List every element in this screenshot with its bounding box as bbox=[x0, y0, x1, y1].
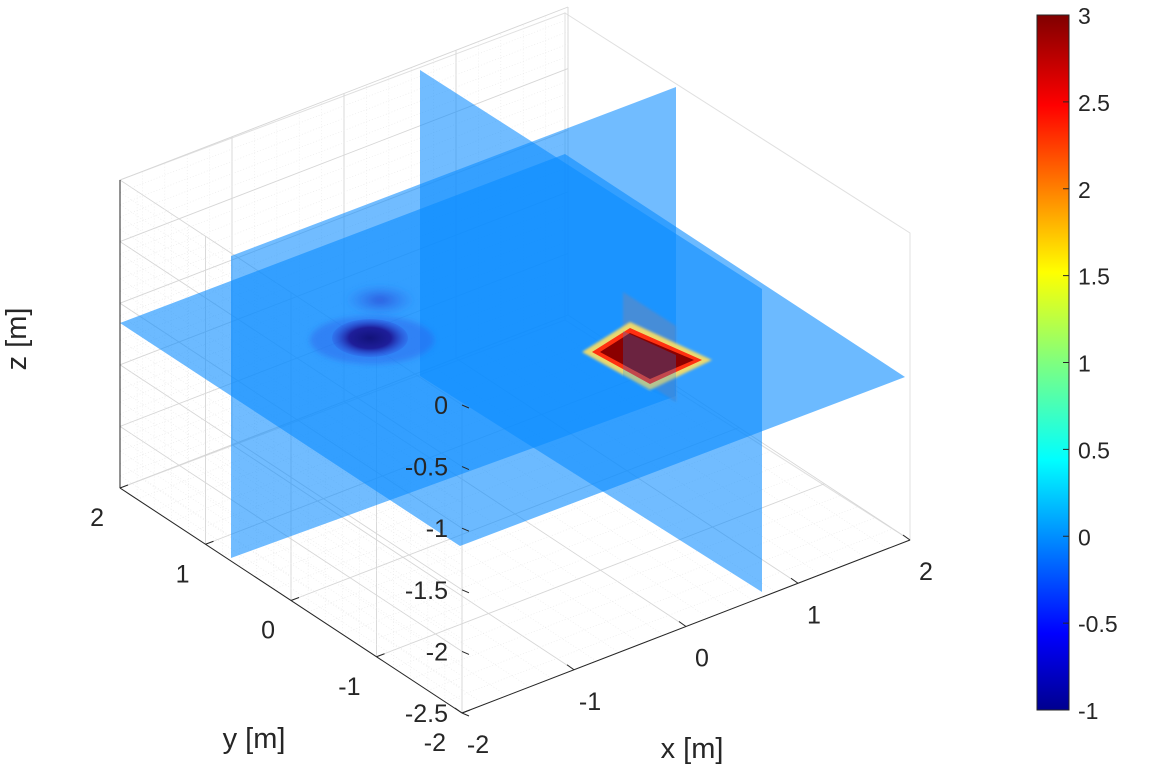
z-tick-label: -1.5 bbox=[405, 577, 448, 605]
colorbar-tick-label: -1 bbox=[1078, 698, 1098, 724]
z-tick-label: -0.5 bbox=[405, 454, 448, 482]
floor-grid-y bbox=[307, 438, 757, 613]
z-tick-mark bbox=[461, 650, 470, 655]
floor-grid-y bbox=[393, 494, 842, 669]
wall-grid-z bbox=[119, 450, 463, 677]
floor-grid-y bbox=[325, 449, 774, 624]
x-tick-label: -1 bbox=[579, 688, 601, 716]
wall-grid-z bbox=[119, 43, 569, 218]
z-tick-mark bbox=[461, 404, 470, 409]
y-tick-label: -2 bbox=[424, 729, 446, 757]
x-tick-mark bbox=[902, 534, 911, 541]
y-tick-label: -1 bbox=[338, 673, 360, 701]
x-tick-label: -2 bbox=[467, 731, 489, 759]
z-tick-label: -2.5 bbox=[405, 700, 448, 728]
wall-grid-z bbox=[119, 68, 569, 243]
y-axis-label: y [m] bbox=[223, 723, 286, 755]
colorbar-tick-label: 1 bbox=[1078, 351, 1091, 377]
wall-grid-z bbox=[119, 56, 569, 230]
positive-anomaly-plate-front bbox=[623, 331, 676, 402]
colorbar-tick-label: 2 bbox=[1078, 177, 1091, 203]
slice-plane-z bbox=[120, 154, 905, 546]
colorbar: 3 2.5 2 1.5 1 0.5 0 -0.5 -1 bbox=[1036, 3, 1118, 724]
wall-grid-z bbox=[119, 31, 569, 205]
y-tick-label: 2 bbox=[90, 504, 104, 532]
x-tick-label: 0 bbox=[695, 645, 709, 673]
z-tick-mark bbox=[461, 527, 470, 532]
anomalies bbox=[310, 284, 712, 402]
z-tick-label: -1 bbox=[426, 515, 448, 543]
wall-grid-z bbox=[119, 463, 463, 689]
floor-grid-y bbox=[427, 517, 876, 691]
wall-grid-z bbox=[119, 426, 463, 652]
colorbar-tick-label: 0.5 bbox=[1078, 437, 1110, 463]
y-tick-mark bbox=[290, 597, 300, 601]
floor-grid-y bbox=[342, 460, 791, 635]
colorbar-tick-label: 2.5 bbox=[1078, 90, 1110, 116]
y-tick-mark bbox=[461, 709, 471, 714]
x-tick-mark bbox=[454, 707, 463, 714]
colorbar-tick-label: 3 bbox=[1078, 3, 1091, 29]
x-tick-mark bbox=[566, 664, 575, 671]
x-tick-mark bbox=[790, 577, 799, 584]
z-tick-label: -2 bbox=[426, 638, 448, 666]
y-tick-mark bbox=[205, 540, 214, 545]
x-tick-label: 2 bbox=[919, 558, 933, 586]
wall-grid-z bbox=[119, 105, 569, 279]
x-tick-mark bbox=[678, 621, 687, 627]
y-tick-label: 0 bbox=[261, 617, 275, 645]
y-tick-mark bbox=[119, 484, 129, 489]
x-tick-label: 1 bbox=[807, 601, 821, 629]
z-tick-label: 0 bbox=[434, 392, 448, 420]
slice-planes bbox=[120, 70, 905, 592]
x-axis-label: x [m] bbox=[661, 733, 724, 765]
negative-anomaly-ghost bbox=[344, 284, 416, 316]
z-axis-label: z [m] bbox=[1, 308, 33, 371]
floor-grid-y bbox=[444, 528, 894, 703]
colorbar-tick-label: -0.5 bbox=[1078, 611, 1118, 637]
wall-grid-z bbox=[119, 80, 569, 255]
y-tick-label: 1 bbox=[176, 560, 190, 588]
wall-grid-z bbox=[119, 117, 569, 292]
colorbar-tick-label: 1.5 bbox=[1078, 264, 1110, 290]
floor-grid-y bbox=[359, 472, 808, 646]
z-tick-mark bbox=[461, 466, 470, 471]
floor-grid-y bbox=[410, 505, 859, 680]
positive-anomaly-core bbox=[600, 333, 694, 379]
wall-grid-z bbox=[119, 92, 569, 267]
wall-grid-z bbox=[119, 438, 463, 664]
wall-grid-z bbox=[119, 19, 569, 193]
colorbar-tick-label: 0 bbox=[1078, 524, 1091, 550]
wall-grid-z bbox=[119, 475, 463, 701]
z-tick-mark bbox=[461, 589, 470, 594]
z-tick-mark bbox=[461, 712, 470, 717]
y-tick-mark bbox=[376, 653, 385, 658]
negative-anomaly-core bbox=[332, 319, 408, 357]
wall-grid-z bbox=[119, 6, 569, 181]
